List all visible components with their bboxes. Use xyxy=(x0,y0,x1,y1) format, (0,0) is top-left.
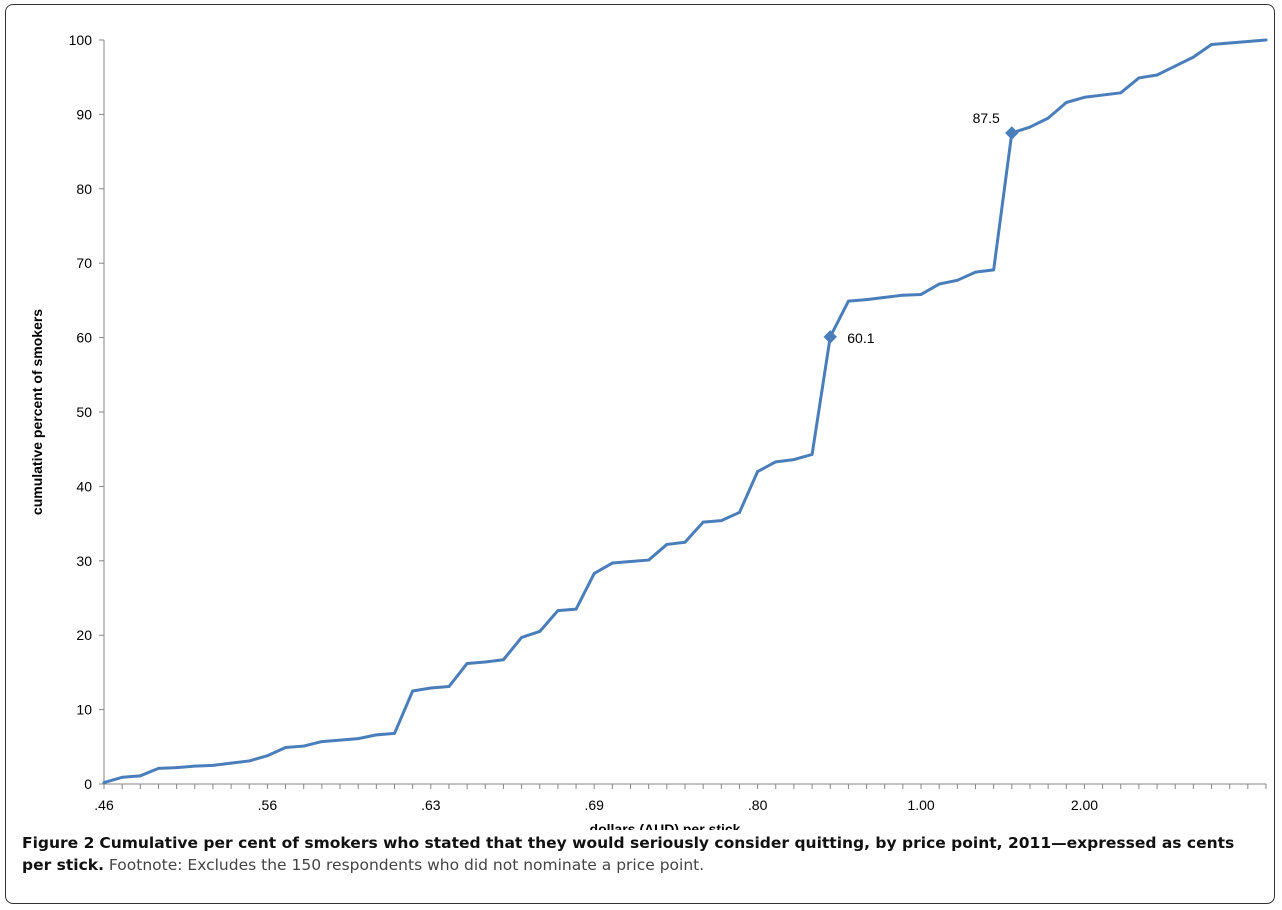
data-point xyxy=(701,520,705,524)
data-point xyxy=(719,519,723,523)
data-point xyxy=(356,737,360,741)
data-point xyxy=(992,268,996,272)
data-point xyxy=(1228,41,1232,45)
data-point xyxy=(266,754,269,758)
data-point xyxy=(883,296,887,299)
data-point xyxy=(1119,91,1123,95)
data-point xyxy=(411,689,415,693)
data-point xyxy=(901,293,905,297)
data-point xyxy=(1210,43,1213,46)
data-point xyxy=(1101,93,1104,97)
series-line xyxy=(102,38,1268,785)
data-point xyxy=(157,766,160,770)
y-tick-label: 40 xyxy=(76,478,92,494)
x-tick-label: .46 xyxy=(94,797,114,813)
data-point xyxy=(865,298,868,302)
data-point xyxy=(1246,40,1250,43)
data-point xyxy=(538,630,542,633)
data-point xyxy=(556,609,560,613)
annotation-marker xyxy=(823,330,837,344)
y-tick-label: 20 xyxy=(76,627,92,643)
x-tick-label: 1.00 xyxy=(907,797,934,813)
data-point xyxy=(1064,101,1068,104)
data-point xyxy=(374,733,378,737)
x-tick-label: .80 xyxy=(748,797,768,813)
data-point xyxy=(629,560,632,563)
data-point xyxy=(792,458,796,462)
data-point xyxy=(1046,116,1050,120)
data-point xyxy=(429,686,433,690)
x-tick-label: 2.00 xyxy=(1071,797,1098,813)
figure-footnote: Footnote: Excludes the 150 respondents w… xyxy=(108,856,705,874)
data-point xyxy=(647,558,651,562)
y-tick-label: 90 xyxy=(76,106,92,122)
data-point xyxy=(483,660,487,664)
data-point xyxy=(774,460,778,464)
data-point xyxy=(502,658,505,662)
y-tick-label: 10 xyxy=(76,702,92,718)
line-chart: 0 10 20 30 40 50 60 70 80 90 100 .46 .56 .63 .69 .80 1.0… xyxy=(29,32,1268,830)
data-point xyxy=(1028,125,1032,129)
y-tick-label: 0 xyxy=(84,776,92,792)
data-point xyxy=(955,278,959,282)
annotation-marker xyxy=(1005,126,1019,140)
data-point xyxy=(1083,95,1086,99)
data-point xyxy=(465,662,469,665)
data-point xyxy=(520,636,523,639)
data-point xyxy=(810,453,814,456)
figure-label: Figure 2 xyxy=(22,834,95,852)
figure-caption: Figure 2 Cumulative per cent of smokers … xyxy=(22,832,1262,876)
data-point xyxy=(683,540,687,544)
y-tick-label: 70 xyxy=(76,255,92,271)
data-point xyxy=(102,781,106,784)
data-point xyxy=(1173,64,1177,68)
data-point xyxy=(937,282,941,286)
data-point xyxy=(592,572,596,575)
y-tick-label: 100 xyxy=(69,32,93,48)
y-tick-label: 50 xyxy=(76,404,92,420)
annotation-label: 60.1 xyxy=(847,330,874,346)
data-point xyxy=(1191,55,1195,59)
figure-frame xyxy=(5,4,1275,904)
data-point xyxy=(756,470,760,473)
y-tick-label: 80 xyxy=(76,181,92,197)
data-point xyxy=(211,764,215,767)
data-point xyxy=(338,738,342,742)
data-point xyxy=(1137,76,1141,80)
data-point xyxy=(919,293,923,296)
data-point xyxy=(1264,38,1268,42)
data-point xyxy=(738,511,741,514)
data-point xyxy=(665,543,669,546)
data-point xyxy=(447,685,451,688)
annotation-label: 87.5 xyxy=(973,110,1000,126)
x-axis-title: dollars (AUD) per stick xyxy=(590,821,741,830)
data-point xyxy=(229,761,233,765)
data-point xyxy=(393,732,396,735)
data-point xyxy=(138,774,142,778)
data-point xyxy=(302,744,306,748)
x-tick-label: .56 xyxy=(258,797,278,813)
data-point xyxy=(320,740,324,743)
figure-title: Cumulative per cent of smokers who state… xyxy=(22,834,1235,874)
data-point xyxy=(193,764,197,768)
data-point xyxy=(175,766,179,770)
data-point xyxy=(574,607,578,611)
y-tick-label: 60 xyxy=(76,330,92,346)
data-point xyxy=(247,759,251,763)
data-point xyxy=(1155,73,1159,77)
data-point xyxy=(120,775,124,779)
data-point xyxy=(610,561,614,565)
x-tick-label: .63 xyxy=(421,797,441,813)
data-point xyxy=(847,299,850,303)
y-axis-title: cumulative percent of smokers xyxy=(29,309,45,515)
data-point xyxy=(974,270,977,274)
x-tick-label: .69 xyxy=(584,797,604,813)
y-tick-label: 30 xyxy=(76,553,92,569)
data-point xyxy=(284,746,287,749)
